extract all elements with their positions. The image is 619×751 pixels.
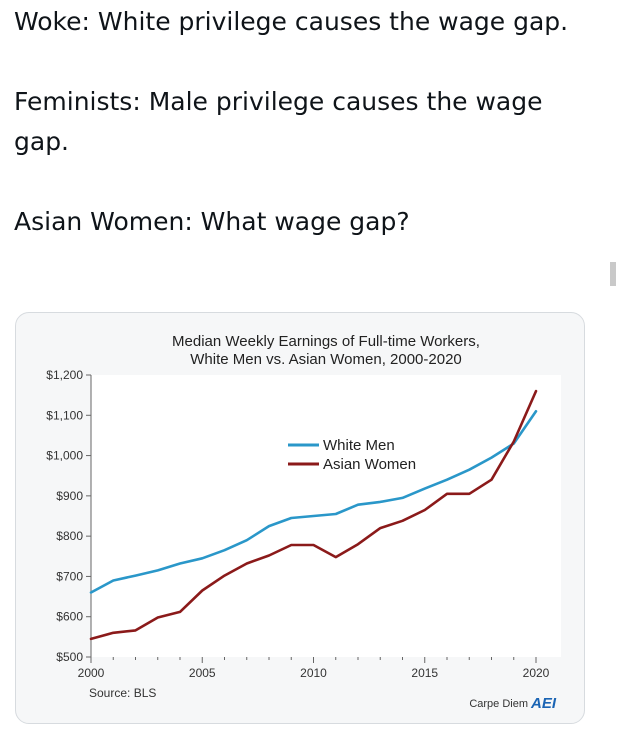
y-tick-label: $1,000 — [46, 449, 83, 463]
x-tick-label: 2020 — [523, 666, 550, 680]
x-tick-label: 2005 — [189, 666, 216, 680]
aei-logo: AEI — [530, 695, 557, 712]
series-group — [89, 389, 538, 641]
x-tick-label: 2000 — [78, 666, 105, 680]
y-tick-label: $700 — [56, 569, 83, 583]
tweet-line-feminists: Feminists: Male privilege causes the wag… — [14, 87, 543, 156]
y-tick-label: $1,200 — [46, 368, 83, 382]
x-tick-label: 2015 — [411, 666, 438, 680]
x-axis: 2000 2005 2010 2015 2020 — [78, 657, 550, 680]
line-chart: Median Weekly Earnings of Full-time Work… — [46, 333, 561, 712]
tweet-text: Woke: White privilege causes the wage ga… — [14, 2, 604, 242]
y-tick-label: $800 — [56, 529, 83, 543]
source-note: Source: BLS — [89, 686, 156, 700]
chart-image-card[interactable]: Median Weekly Earnings of Full-time Work… — [15, 312, 585, 724]
chart-subtitle: White Men vs. Asian Women, 2000-2020 — [190, 351, 462, 368]
brand-text: Carpe Diem — [469, 698, 528, 710]
y-tick-label: $900 — [56, 489, 83, 503]
y-tick-label: $1,100 — [46, 408, 83, 422]
x-tick-label: 2010 — [300, 666, 327, 680]
y-tick-label: $500 — [56, 650, 83, 664]
tweet-line-asian-women: Asian Women: What wage gap? — [14, 207, 410, 236]
series-line-white-men — [89, 410, 538, 594]
chart-title: Median Weekly Earnings of Full-time Work… — [172, 333, 480, 350]
legend-label-asian-women: Asian Women — [323, 456, 416, 473]
series-line-asian-women — [89, 389, 538, 641]
scrollbar-thumb[interactable] — [610, 262, 616, 286]
y-axis: $500 $600 $700 $800 $900 $1,000 $1,100 $1,200 — [46, 368, 92, 664]
legend-label-white-men: White Men — [323, 437, 395, 454]
legend: White Men Asian Women — [288, 437, 416, 473]
y-tick-label: $600 — [56, 610, 83, 624]
tweet-line-woke: Woke: White privilege causes the wage ga… — [14, 7, 569, 36]
